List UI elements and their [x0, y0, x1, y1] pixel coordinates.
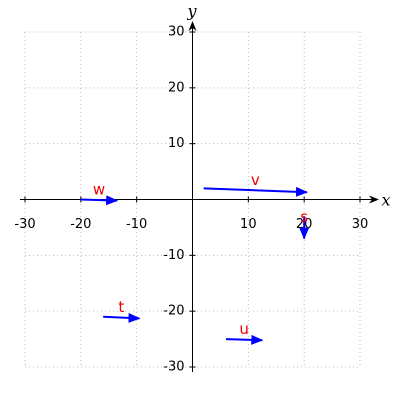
x-tick-label: 10 [240, 217, 257, 232]
x-tick-label: -30 [14, 217, 35, 232]
x-tick-label: -20 [70, 217, 91, 232]
y-tick-label: -20 [163, 304, 184, 319]
y-tick-label: 20 [168, 80, 185, 95]
vector-arrow [103, 312, 141, 323]
vector-label: u [239, 320, 249, 338]
y-tick-label: -30 [163, 360, 184, 375]
vector-label: t [118, 298, 124, 316]
x-axis-label: x [381, 191, 390, 210]
vector-arrow [225, 334, 264, 345]
vector-label: w [93, 181, 105, 199]
y-tick-label: -10 [163, 248, 184, 263]
vector-arrow [80, 195, 119, 206]
y-tick-label: 30 [168, 25, 185, 40]
y-axis-label: y [186, 2, 197, 21]
vector-label: s [300, 208, 308, 226]
vector-label: v [251, 171, 260, 189]
vector-arrow [203, 186, 308, 197]
x-tick-label: 30 [352, 217, 369, 232]
x-tick-label: -10 [126, 217, 147, 232]
y-tick-label: 10 [168, 136, 185, 151]
